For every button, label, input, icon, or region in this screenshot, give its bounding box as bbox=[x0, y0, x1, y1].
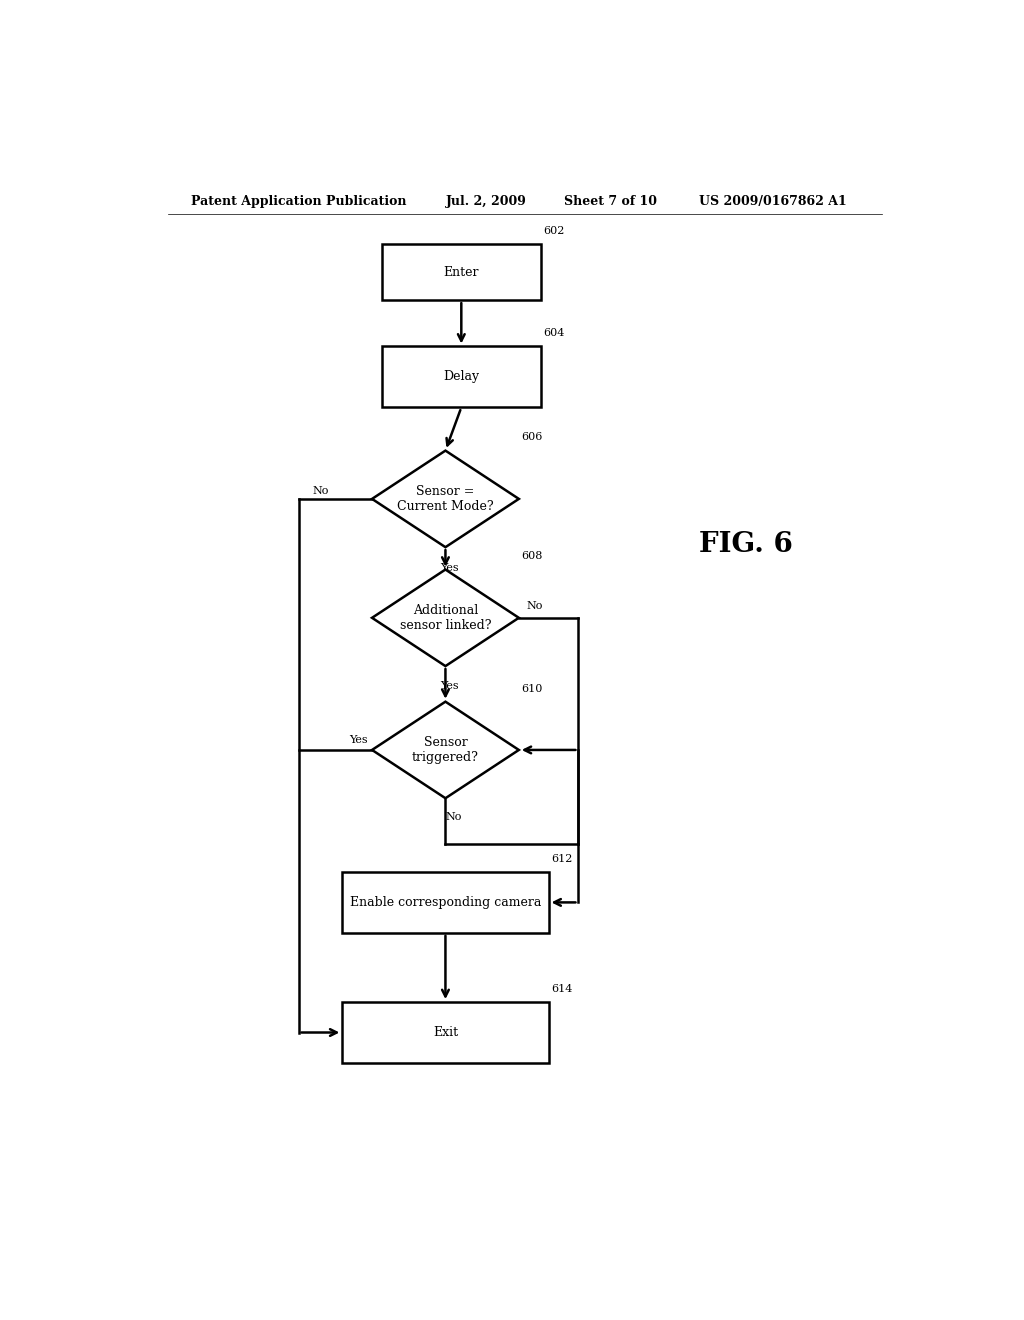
Text: Enable corresponding camera: Enable corresponding camera bbox=[350, 896, 541, 909]
Text: Patent Application Publication: Patent Application Publication bbox=[191, 194, 407, 207]
Text: Sensor
triggered?: Sensor triggered? bbox=[412, 737, 479, 764]
Polygon shape bbox=[372, 450, 519, 548]
Bar bbox=[382, 346, 541, 408]
Text: Delay: Delay bbox=[443, 371, 479, 383]
Text: Sensor =
Current Mode?: Sensor = Current Mode? bbox=[397, 484, 494, 513]
Polygon shape bbox=[372, 569, 519, 667]
Text: Yes: Yes bbox=[349, 735, 368, 744]
Text: FIG. 6: FIG. 6 bbox=[699, 531, 794, 558]
Text: Exit: Exit bbox=[433, 1026, 458, 1039]
Text: Sheet 7 of 10: Sheet 7 of 10 bbox=[564, 194, 657, 207]
Text: Yes: Yes bbox=[440, 562, 459, 573]
Text: No: No bbox=[445, 812, 462, 821]
Text: 606: 606 bbox=[521, 433, 543, 442]
Text: 610: 610 bbox=[521, 684, 543, 693]
Text: 614: 614 bbox=[551, 983, 572, 994]
Text: US 2009/0167862 A1: US 2009/0167862 A1 bbox=[699, 194, 847, 207]
Text: 604: 604 bbox=[543, 329, 564, 338]
Bar bbox=[382, 244, 541, 300]
Text: No: No bbox=[312, 486, 329, 496]
Bar bbox=[342, 873, 549, 933]
Text: 608: 608 bbox=[521, 552, 543, 561]
Polygon shape bbox=[372, 702, 519, 799]
Text: 602: 602 bbox=[543, 226, 564, 236]
Bar bbox=[342, 1002, 549, 1063]
Text: Additional
sensor linked?: Additional sensor linked? bbox=[399, 603, 492, 632]
Text: No: No bbox=[526, 601, 543, 611]
Text: Jul. 2, 2009: Jul. 2, 2009 bbox=[445, 194, 526, 207]
Text: Yes: Yes bbox=[440, 681, 459, 692]
Text: 612: 612 bbox=[551, 854, 572, 863]
Text: Enter: Enter bbox=[443, 265, 479, 279]
